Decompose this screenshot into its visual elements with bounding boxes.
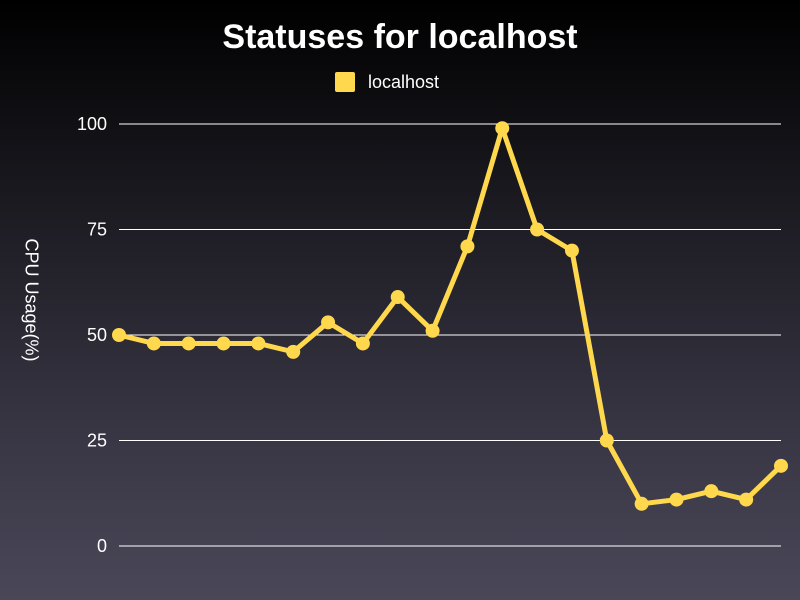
data-point-6 (286, 344, 301, 359)
data-point-18 (704, 484, 719, 499)
data-point-17 (669, 492, 684, 507)
series-line-localhost (116, 125, 784, 507)
y-tick-label-100: 100 (77, 114, 107, 134)
legend: localhost (335, 71, 439, 93)
data-point-3 (181, 336, 196, 351)
data-point-19 (739, 492, 754, 507)
data-point-4 (216, 336, 231, 351)
series-group (112, 121, 788, 511)
data-point-15 (599, 433, 614, 448)
y-tick-label-25: 25 (87, 431, 107, 451)
data-point-12 (495, 121, 510, 136)
y-tick-label-75: 75 (87, 220, 107, 240)
data-point-11 (460, 239, 475, 254)
data-point-8 (355, 336, 370, 351)
data-point-20 (774, 458, 788, 473)
data-point-5 (251, 336, 266, 351)
data-point-1 (112, 328, 126, 342)
data-point-9 (390, 290, 405, 305)
data-point-2 (146, 336, 161, 351)
y-tick-label-0: 0 (97, 536, 107, 556)
data-point-14 (564, 243, 579, 258)
data-point-13 (530, 222, 545, 237)
data-point-16 (634, 496, 649, 511)
legend-label-localhost: localhost (368, 71, 440, 92)
y-tick-labels: 0 25 50 75 100 (77, 114, 107, 556)
legend-swatch-localhost (335, 72, 355, 92)
y-tick-label-50: 50 (87, 325, 107, 345)
data-point-10 (425, 323, 440, 338)
chart-title: Statuses for localhost (222, 18, 578, 56)
data-point-7 (321, 315, 336, 330)
gridlines (119, 123, 781, 547)
